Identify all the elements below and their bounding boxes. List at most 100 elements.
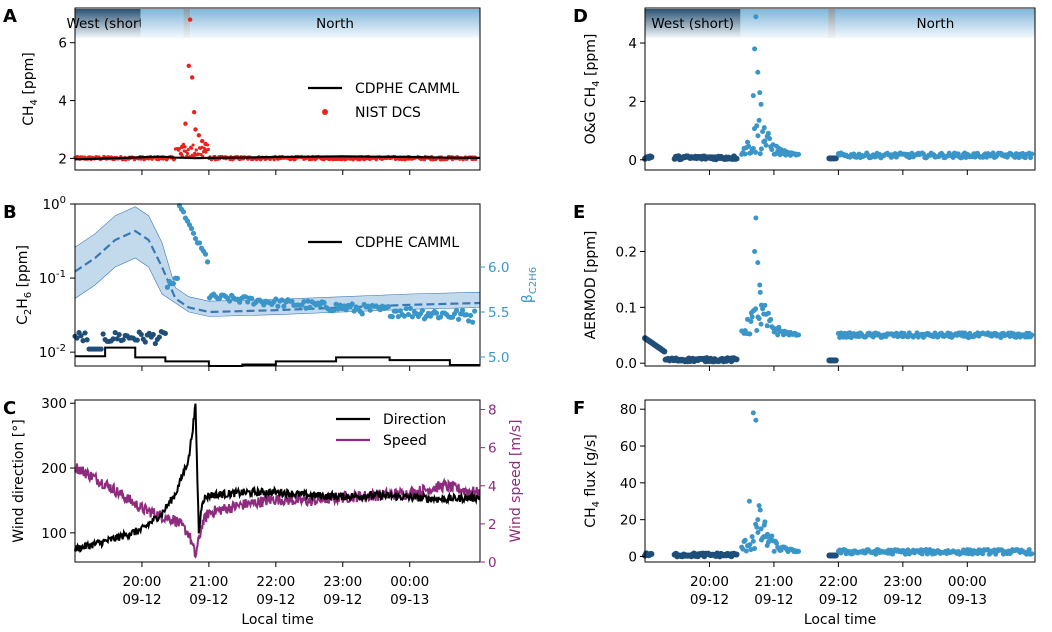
c2h6-point: [468, 312, 474, 319]
f-point: [774, 540, 780, 546]
c2h6-point: [289, 298, 295, 304]
e-point: [733, 356, 740, 363]
y-tick-label: 300: [41, 396, 67, 412]
c2h6-point: [80, 338, 86, 344]
y-tick-label: 5.5: [488, 305, 509, 321]
d-point: [757, 151, 763, 157]
c2h6-point: [331, 307, 337, 313]
c2h6-point: [245, 299, 251, 305]
c2h6-point: [100, 331, 106, 337]
nist-dcs-point: [203, 141, 208, 147]
c2h6-point: [196, 240, 203, 246]
d-point: [796, 151, 802, 157]
nist-dcs-point: [228, 157, 232, 162]
f-point: [648, 550, 655, 557]
f-point: [755, 530, 761, 536]
e-point: [844, 334, 850, 340]
x-tick-label: 22:00: [256, 574, 295, 590]
c2h6-point: [453, 307, 460, 314]
d-point: [990, 150, 996, 156]
y-tick-label: 4: [58, 94, 67, 110]
d-point: [758, 146, 764, 152]
nist-dcs-point: [206, 147, 210, 152]
panel-e-frame: [644, 203, 1036, 367]
legend-marker-dcs: [322, 109, 328, 115]
d-point: [755, 69, 761, 75]
f-point: [764, 531, 770, 537]
c2h6-point: [150, 331, 156, 338]
x-tick-label: 09-13: [948, 592, 987, 608]
c2h6-point: [455, 316, 462, 322]
nist-dcs-point: [193, 127, 198, 132]
nist-dcs-point: [194, 148, 198, 152]
c2h6-point: [321, 300, 327, 306]
y2-axis-label-b: βC2H6: [520, 267, 539, 303]
d-point: [1027, 155, 1033, 161]
f-point: [747, 542, 753, 548]
c2h6-point: [227, 298, 233, 304]
f-point: [873, 551, 879, 557]
direction-line: [74, 403, 481, 553]
d-point: [764, 133, 770, 139]
y-tick-label: 10-1: [39, 269, 66, 287]
camml-step-line: [75, 346, 480, 367]
panel-letter-f: F: [573, 398, 585, 419]
panel-letter-d: D: [573, 6, 588, 27]
c2h6-point: [341, 303, 347, 309]
c2h6-point: [120, 337, 126, 343]
c2h6-point: [405, 311, 411, 318]
e-point: [757, 282, 763, 288]
d-point: [750, 93, 756, 99]
c2h6-point: [110, 336, 116, 342]
y-tick-label: 80: [620, 402, 637, 418]
c2h6-point: [303, 305, 309, 311]
d-point: [832, 155, 839, 162]
legend-label-dcs: NIST DCS: [355, 105, 421, 121]
f-point: [985, 547, 991, 553]
c2h6-point: [192, 235, 199, 242]
banner-a-label: North: [316, 16, 354, 32]
y-axis-label-d: O&G CH4 [ppm]: [583, 34, 602, 145]
f-point: [733, 551, 740, 558]
c2h6-point: [84, 337, 90, 343]
c2h6-point: [174, 275, 181, 282]
nist-dcs-point: [293, 157, 297, 162]
nist-dcs-point: [185, 151, 190, 156]
c2h6-point: [393, 308, 399, 314]
c2h6-point: [307, 304, 313, 310]
f-point: [758, 526, 764, 532]
x-tick-label: 09-12: [883, 592, 922, 608]
d-point: [762, 138, 768, 144]
banner-a-segment: [190, 9, 480, 38]
e-point: [838, 330, 844, 336]
speed-line: [74, 463, 481, 559]
f-point: [980, 551, 986, 557]
nist-dcs-point: [272, 158, 276, 162]
c2h6-point: [112, 329, 118, 336]
banner-a-segment: [75, 9, 141, 38]
c2h6-point: [472, 308, 478, 314]
d-point: [1029, 151, 1035, 157]
c2h6-point: [409, 314, 415, 320]
f-point: [832, 552, 839, 559]
c2h6-point: [335, 306, 341, 312]
d-point: [754, 123, 760, 129]
y-axis-label-b: C2H6 [ppm]: [15, 245, 34, 325]
f-point: [1029, 551, 1035, 557]
banner-d-segment: [645, 9, 741, 38]
y-tick-label: 5.0: [488, 350, 509, 366]
nist-dcs-point: [187, 17, 193, 22]
y-tick-label: 0.0: [616, 356, 637, 372]
f-point: [743, 548, 749, 554]
c2h6-point: [419, 307, 426, 314]
c2h6-point: [470, 319, 476, 325]
c2h6-point: [275, 303, 281, 309]
e-point: [753, 215, 759, 221]
e-point: [747, 331, 753, 337]
d-point: [648, 154, 655, 161]
c2h6-point: [162, 330, 168, 337]
d-point: [750, 146, 756, 152]
c2h6-point: [279, 297, 285, 303]
e-point: [748, 319, 754, 325]
e-point: [754, 327, 760, 333]
